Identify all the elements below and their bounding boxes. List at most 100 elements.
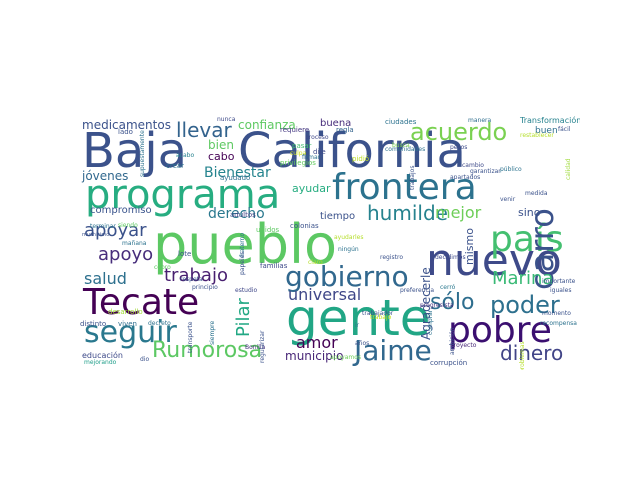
word: pueblo [153, 213, 338, 276]
word: derecho [208, 206, 265, 222]
word: transporte [187, 321, 194, 353]
word: país [490, 219, 564, 260]
word: siempre [209, 320, 216, 345]
word: fácil [558, 126, 571, 133]
word: ciudades [385, 118, 417, 126]
word: venir [500, 196, 516, 203]
word: medida [525, 190, 548, 197]
word: Marina [492, 268, 554, 289]
word: poder [490, 291, 560, 319]
word: salud [84, 269, 127, 288]
word: dinero [500, 341, 564, 365]
word: pobre [448, 310, 552, 351]
word: preferencia [400, 287, 435, 294]
word: cerró [440, 284, 456, 291]
word: registro [380, 254, 403, 261]
word: proyecto [450, 342, 477, 349]
word: terminar [90, 223, 116, 230]
word: muchísimo [82, 232, 110, 238]
word: confianza [238, 118, 296, 132]
word: mejor [435, 203, 482, 222]
word: cambio [462, 162, 484, 169]
word: humilde [367, 201, 448, 225]
word: ir [355, 322, 360, 329]
word: Baja [82, 123, 188, 179]
word: garantizar [470, 168, 501, 175]
word: crear [166, 162, 185, 170]
word: culpa [290, 150, 307, 157]
word: trabajo [370, 314, 392, 321]
word: adultos [230, 211, 256, 219]
word: nuevo [426, 235, 562, 286]
word: requiere [280, 126, 310, 134]
word: California [238, 123, 466, 179]
word: universal [288, 285, 362, 304]
word: Jaime [354, 334, 432, 367]
word: gobierno [285, 260, 409, 293]
word: busca [392, 142, 410, 149]
word: trabajo [164, 265, 228, 286]
word: años [355, 340, 370, 347]
word: comprar [427, 309, 434, 335]
word: Bonilla [245, 344, 266, 351]
word: viven [118, 320, 137, 328]
word: proceso [305, 134, 329, 141]
word: llevar [176, 118, 232, 142]
word: privilegios [280, 159, 316, 167]
word: buen [535, 126, 558, 136]
word: ambición [449, 327, 456, 355]
word: dije [313, 148, 326, 156]
word: problemas [519, 341, 526, 370]
word: ayudarles [334, 234, 364, 241]
word: municipio [285, 349, 344, 363]
word: momento [542, 310, 571, 317]
word: ningún [338, 246, 359, 253]
word: lote [178, 250, 192, 258]
word: ayudado [220, 174, 251, 182]
word: respeta [180, 276, 203, 283]
word: Bienestar [204, 165, 271, 181]
word: estudio [235, 287, 258, 294]
word: pesos [450, 144, 468, 151]
word: buena [320, 118, 352, 129]
word: restablecer [520, 132, 554, 139]
word: iguales [550, 287, 572, 294]
word: gente [286, 289, 431, 347]
word: frontera [332, 167, 477, 208]
word: educación [82, 351, 123, 360]
word: apoyar [84, 220, 147, 241]
word: Tecate [83, 282, 200, 323]
word: desarrollo [108, 308, 143, 316]
word: trabajos [409, 165, 416, 190]
word: regularizar [259, 330, 266, 363]
word-cloud: pueblo Baja California gente programa fr… [80, 115, 580, 371]
word: claro [308, 259, 323, 266]
word: sino [518, 206, 541, 219]
word: cobro [154, 264, 171, 271]
word: dio [140, 356, 150, 363]
word: importante [542, 278, 576, 285]
word: regla [336, 126, 354, 134]
word: corrupción [430, 359, 468, 367]
word: Transformación [520, 116, 580, 125]
word: mismo [463, 228, 476, 265]
word: firmar [302, 154, 321, 161]
word: seguir [84, 315, 177, 350]
word: bien [208, 138, 234, 152]
word: apoyo [98, 244, 154, 265]
word: pidió [352, 155, 370, 163]
word: lado [118, 128, 133, 136]
word: pasar [292, 142, 312, 150]
word: Rumorosa [152, 338, 263, 363]
word: supuestamente [139, 130, 146, 177]
word: público [500, 166, 522, 173]
word: apoyamos [330, 354, 362, 361]
word: ayudar [292, 182, 331, 195]
word: siendo [118, 222, 138, 229]
word: progresista [420, 302, 454, 309]
word: familias [260, 262, 288, 270]
word: programa [85, 172, 281, 218]
word: manera [468, 117, 492, 124]
word: decidimos [435, 254, 466, 261]
word: cabo [208, 150, 235, 163]
